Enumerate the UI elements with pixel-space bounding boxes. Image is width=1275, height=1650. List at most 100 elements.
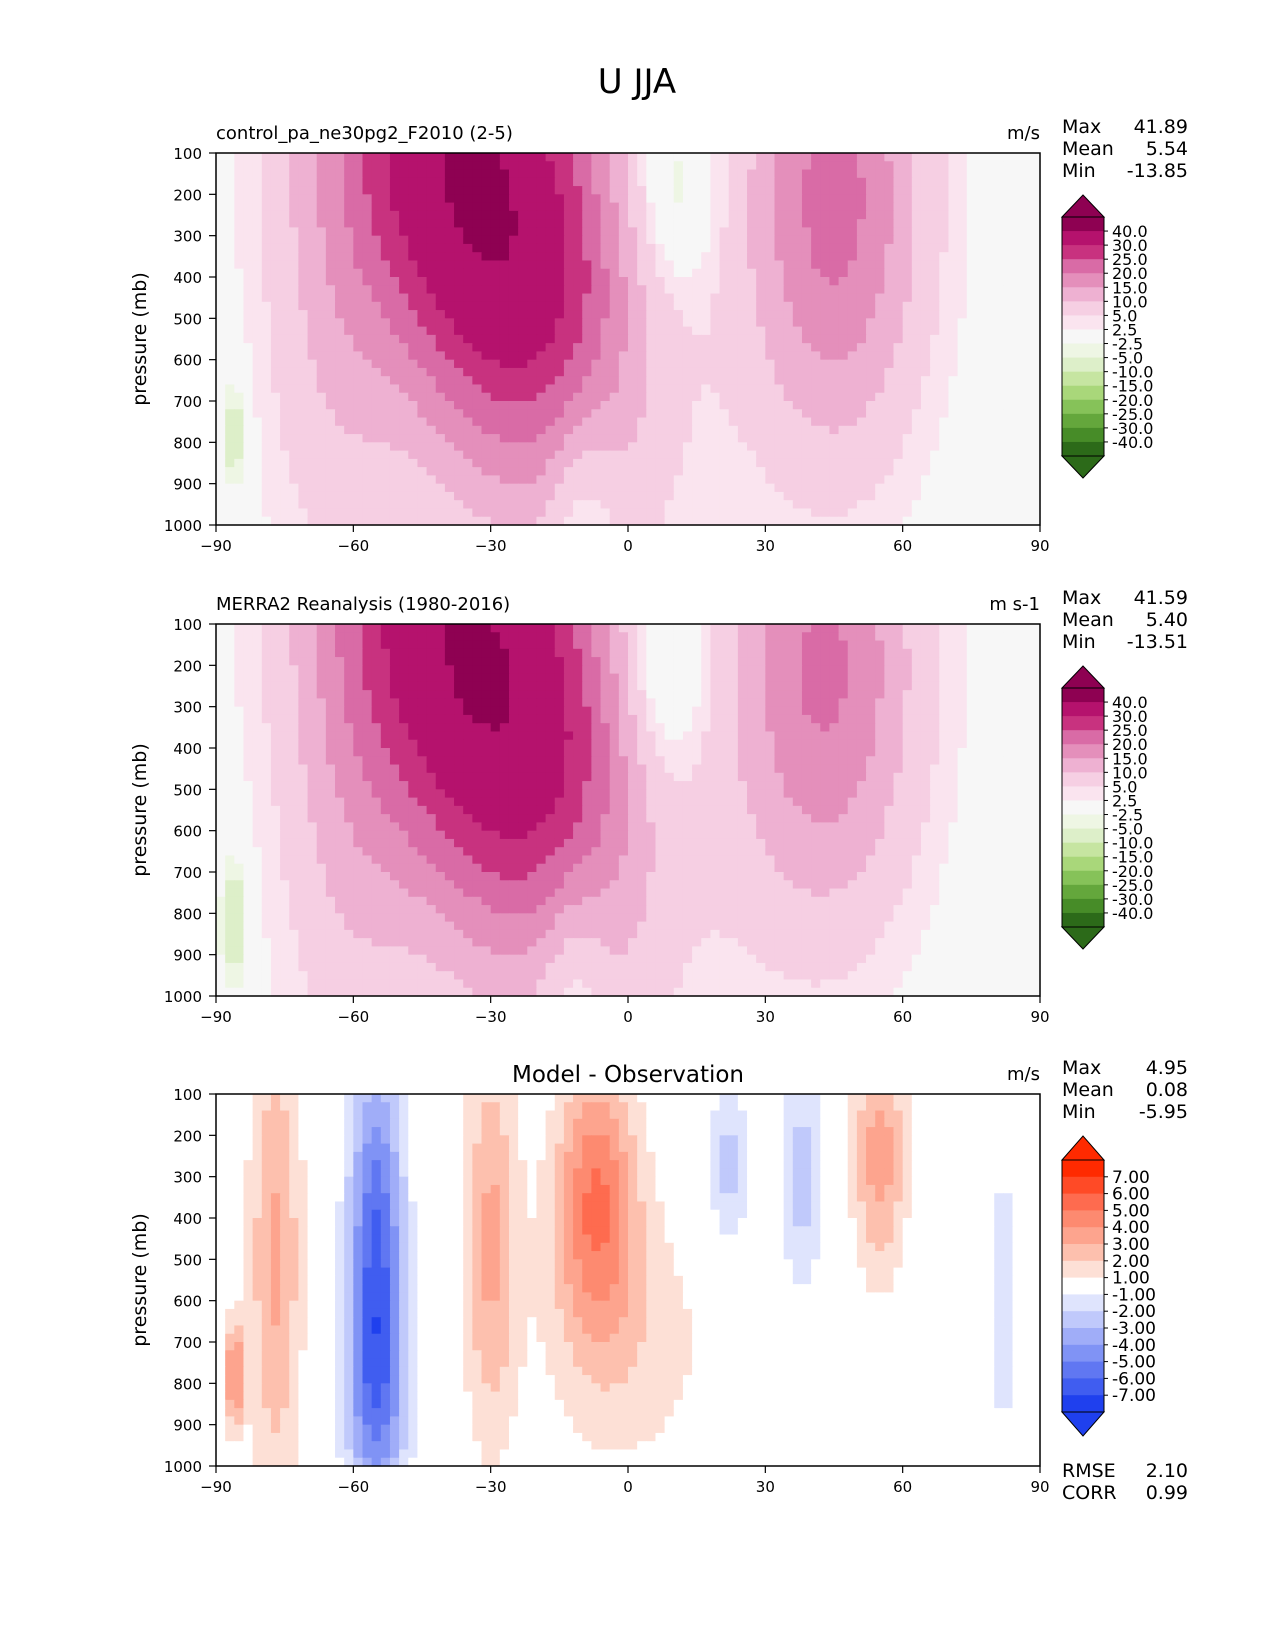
contour-cell xyxy=(911,483,922,493)
contour-cell xyxy=(710,169,721,179)
contour-cell xyxy=(930,467,940,476)
contour-cell xyxy=(801,491,812,501)
contour-cell xyxy=(902,508,913,518)
contour-cell xyxy=(856,491,867,501)
contour-cell xyxy=(866,227,876,237)
contour-cell xyxy=(664,260,675,270)
contour-cell xyxy=(389,508,400,518)
contour-cell xyxy=(1030,516,1041,526)
contour-cell xyxy=(444,648,455,658)
contour-cell xyxy=(811,243,821,253)
contour-cell xyxy=(380,153,391,162)
contour-cell xyxy=(362,334,373,344)
contour-cell xyxy=(518,268,528,278)
contour-cell xyxy=(261,491,272,501)
contour-cell xyxy=(344,351,354,361)
contour-cell xyxy=(307,169,318,179)
contour-cell xyxy=(426,417,437,427)
contour-cell xyxy=(325,351,336,361)
contour-cell xyxy=(957,491,968,501)
contour-cell xyxy=(389,491,400,501)
contour-cell xyxy=(820,657,831,666)
contour-cell xyxy=(948,252,959,262)
contour-cell xyxy=(875,367,885,377)
contour-cell xyxy=(408,235,419,245)
contour-cell xyxy=(948,153,959,162)
contour-cell xyxy=(399,268,409,278)
contour-cell xyxy=(994,673,1004,683)
contour-cell xyxy=(948,161,959,171)
contour-cell xyxy=(975,483,986,493)
contour-cell xyxy=(609,458,620,468)
contour-cell xyxy=(408,665,419,675)
contour-cell xyxy=(426,483,437,493)
contour-cell xyxy=(829,285,840,295)
contour-cell xyxy=(298,219,309,228)
contour-cell xyxy=(573,483,583,493)
contour-cell xyxy=(756,648,766,658)
contour-cell xyxy=(389,310,400,319)
contour-cell xyxy=(252,434,263,443)
contour-cell xyxy=(435,632,446,642)
contour-cell xyxy=(454,161,464,171)
contour-cell xyxy=(847,293,858,303)
contour-cell xyxy=(463,343,473,352)
contour-cell xyxy=(893,384,904,394)
contour-cell xyxy=(399,425,409,435)
contour-cell xyxy=(380,673,391,683)
contour-cell xyxy=(545,310,556,319)
contour-cell xyxy=(225,483,235,493)
contour-cell xyxy=(362,243,373,253)
contour-cell xyxy=(563,648,574,658)
contour-cell xyxy=(444,458,455,468)
contour-cell xyxy=(829,673,840,683)
contour-cell xyxy=(362,665,373,675)
contour-cell xyxy=(728,334,739,344)
contour-cell xyxy=(1021,475,1032,485)
contour-cell xyxy=(454,698,464,708)
contour-cell xyxy=(216,434,226,443)
contour-cell xyxy=(353,450,364,460)
contour-cell xyxy=(948,500,959,510)
contour-cell xyxy=(316,450,327,460)
contour-cell xyxy=(737,268,748,278)
contour-cell xyxy=(747,401,757,410)
contour-cell xyxy=(957,681,968,691)
contour-cell xyxy=(417,260,428,270)
contour-cell xyxy=(399,401,409,410)
contour-cell xyxy=(838,169,849,179)
contour-cell xyxy=(399,202,409,212)
contour-cell xyxy=(673,491,684,501)
contour-cell xyxy=(957,384,968,394)
contour-cell xyxy=(838,227,849,237)
contour-cell xyxy=(426,434,437,443)
contour-cell xyxy=(902,177,913,187)
contour-cell xyxy=(792,210,803,220)
contour-cell xyxy=(902,376,913,386)
contour-cell xyxy=(344,260,354,270)
x-tick-label: −30 xyxy=(475,537,507,555)
contour-cell xyxy=(335,376,345,386)
contour-cell xyxy=(792,508,803,518)
contour-cell xyxy=(454,384,464,394)
contour-cell xyxy=(508,434,519,443)
contour-cell xyxy=(362,194,373,204)
contour-cell xyxy=(701,186,711,195)
contour-cell xyxy=(893,392,904,402)
contour-cell xyxy=(710,475,721,485)
contour-cell xyxy=(609,260,620,270)
contour-cell xyxy=(545,186,556,195)
contour-cell xyxy=(655,153,666,162)
contour-cell xyxy=(261,219,272,228)
contour-cell xyxy=(975,516,986,526)
contour-cell xyxy=(563,161,574,171)
contour-cell xyxy=(710,632,721,642)
contour-cell xyxy=(1021,392,1032,402)
contour-cell xyxy=(838,202,849,212)
contour-cell xyxy=(966,260,977,270)
contour-cell xyxy=(582,401,592,410)
contour-cell xyxy=(856,235,867,245)
contour-cell xyxy=(801,326,812,336)
contour-cell xyxy=(545,194,556,204)
stat-label: Min xyxy=(1062,160,1096,182)
